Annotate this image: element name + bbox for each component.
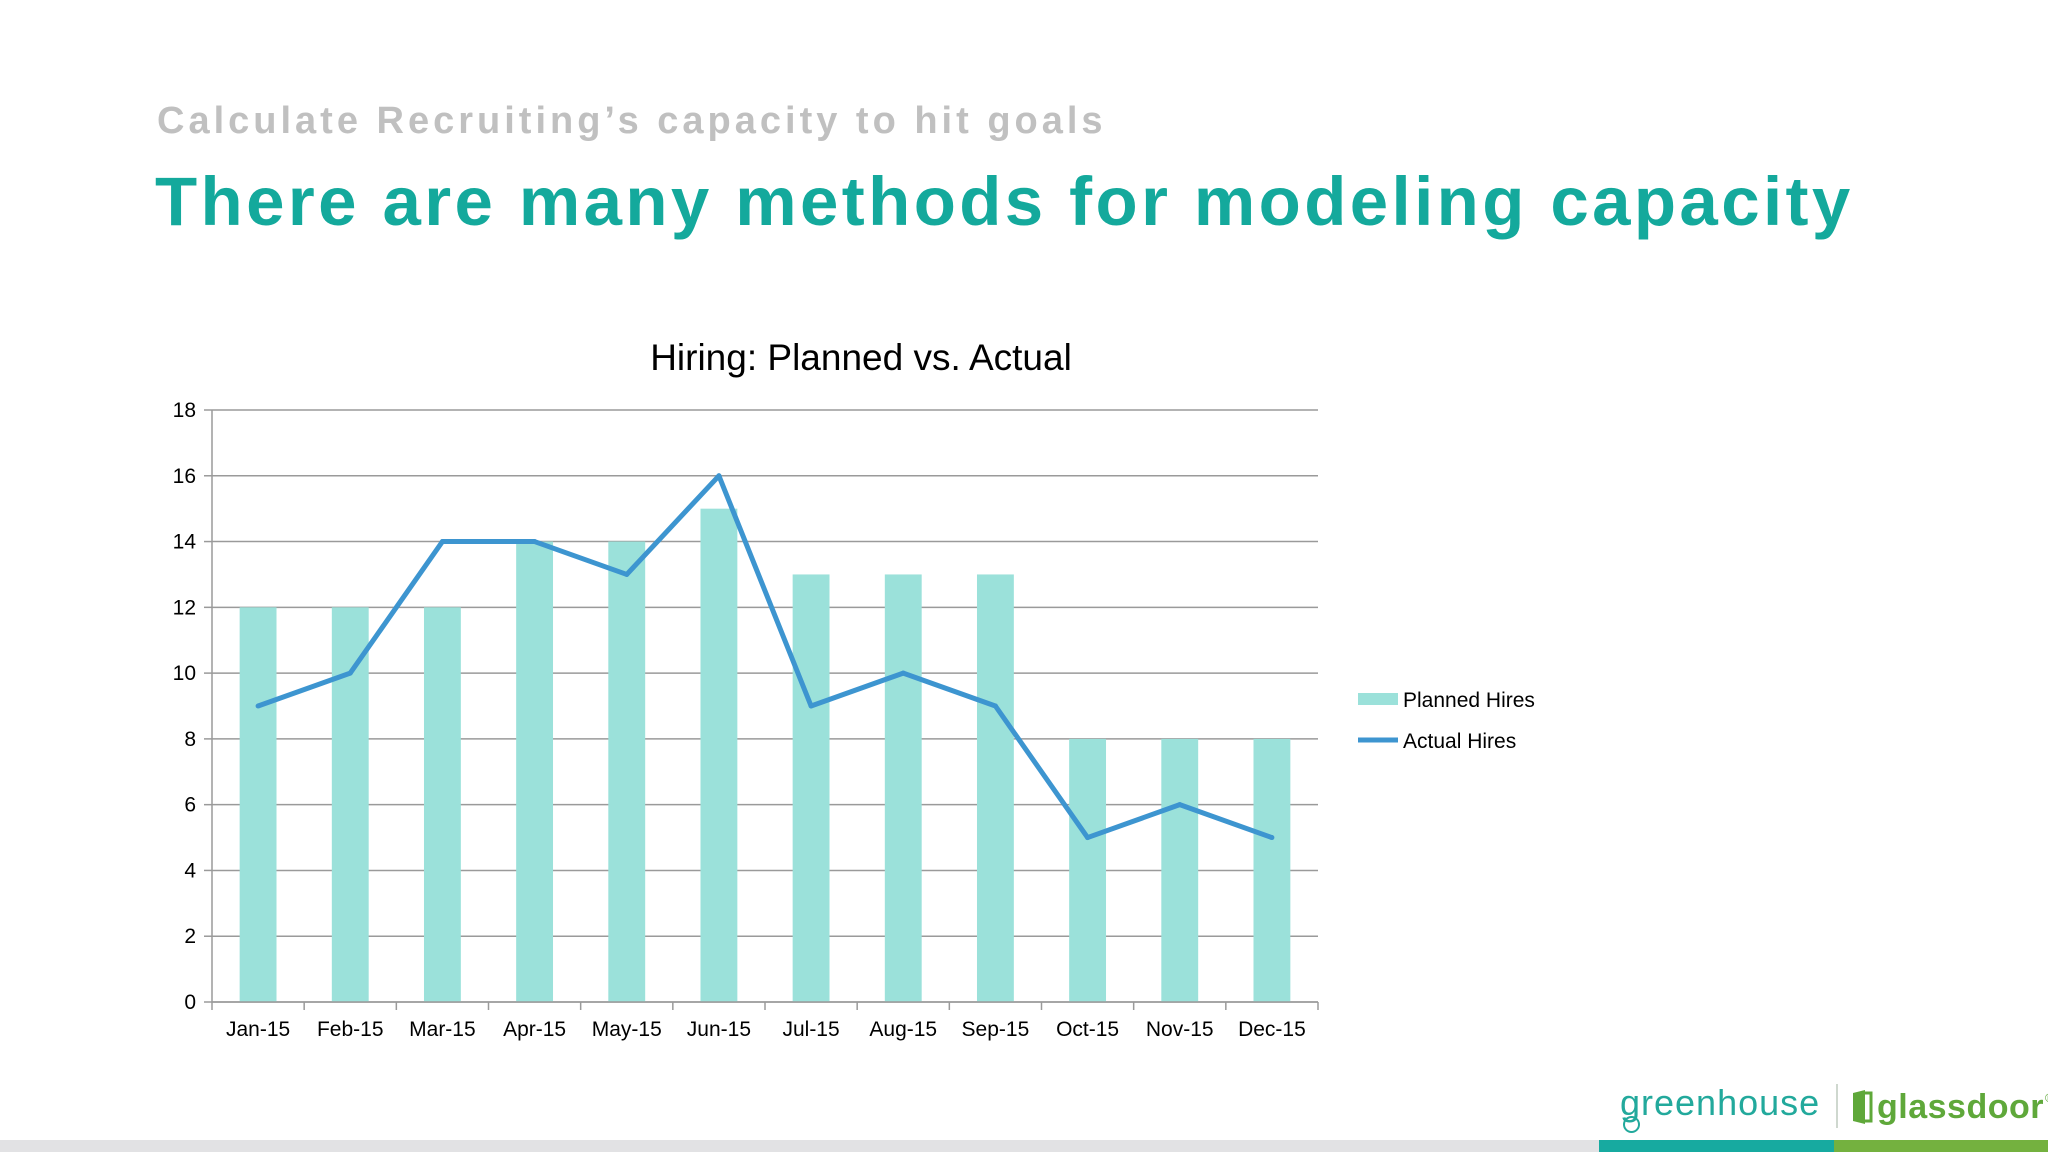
x-tick-label: May-15 [592,1018,662,1041]
bar-planned-hires [884,574,922,1002]
y-tick-label: 18 [173,399,196,422]
slide-title: There are many methods for modeling capa… [155,163,1854,240]
bar-planned-hires [608,541,646,1002]
x-tick-label: Dec-15 [1238,1018,1306,1041]
glassdoor-logo: glassdoor ® [1851,1085,2048,1129]
x-tick-label: Apr-15 [503,1018,566,1041]
x-tick-label: Jul-15 [782,1018,839,1041]
point-actual-hires [347,670,353,676]
point-actual-hires [992,703,998,709]
bar-planned-hires [516,541,554,1002]
y-tick-label: 2 [184,925,196,948]
y-tick-label: 6 [184,794,196,817]
y-tick-label: 14 [173,531,197,554]
bar-planned-hires [792,574,830,1002]
y-tick-label: 0 [184,991,196,1014]
point-actual-hires [1085,835,1091,841]
bar-planned-hires [700,508,738,1002]
greenhouse-logo-ring-icon [1623,1116,1640,1133]
x-tick-label: Feb-15 [317,1018,384,1041]
point-actual-hires [716,473,722,479]
point-actual-hires [900,670,906,676]
y-tick-label: 16 [173,465,196,488]
footer-accent-teal [1599,1140,1834,1152]
bar-planned-hires [1253,738,1291,1002]
slide-subtitle: Calculate Recruiting’s capacity to hit g… [157,100,1107,142]
point-actual-hires [1269,835,1275,841]
y-tick-label: 4 [184,859,196,882]
greenhouse-logo: greenhouse [1620,1082,1821,1123]
x-tick-label: Sep-15 [962,1018,1030,1041]
bar-planned-hires [239,607,277,1002]
x-tick-label: Mar-15 [409,1018,476,1041]
point-actual-hires [624,571,630,577]
legend-swatch-planned-hires [1358,693,1398,705]
y-tick-label: 12 [173,596,196,619]
x-tick-label: Aug-15 [869,1018,937,1041]
glassdoor-registered-mark: ® [2045,1091,2048,1105]
y-tick-label: 8 [184,728,196,751]
legend-label-planned-hires: Planned Hires [1403,689,1535,712]
bar-planned-hires [976,574,1014,1002]
x-tick-label: Jan-15 [226,1018,290,1041]
logo-divider [1836,1084,1838,1128]
point-actual-hires [1177,802,1183,808]
bar-planned-hires [331,607,369,1002]
point-actual-hires [255,703,261,709]
point-actual-hires [439,539,445,545]
bar-planned-hires [1161,738,1199,1002]
x-tick-label: Oct-15 [1056,1018,1119,1041]
footer-accent-green [1834,1140,2048,1152]
footer-bar [0,1140,2048,1152]
chart-title: Hiring: Planned vs. Actual [650,337,1072,378]
point-actual-hires [532,539,538,545]
glassdoor-door-icon [1853,1090,1873,1124]
line-actual-hires [257,473,1273,841]
point-actual-hires [808,703,814,709]
x-tick-label: Jun-15 [687,1018,751,1041]
legend-label-actual-hires: Actual Hires [1403,730,1516,753]
glassdoor-logo-text: glassdoor [1877,1087,2044,1126]
bar-planned-hires [423,607,461,1002]
y-tick-label: 10 [173,662,196,685]
x-tick-label: Nov-15 [1146,1018,1214,1041]
bar-planned-hires [1069,738,1107,1002]
